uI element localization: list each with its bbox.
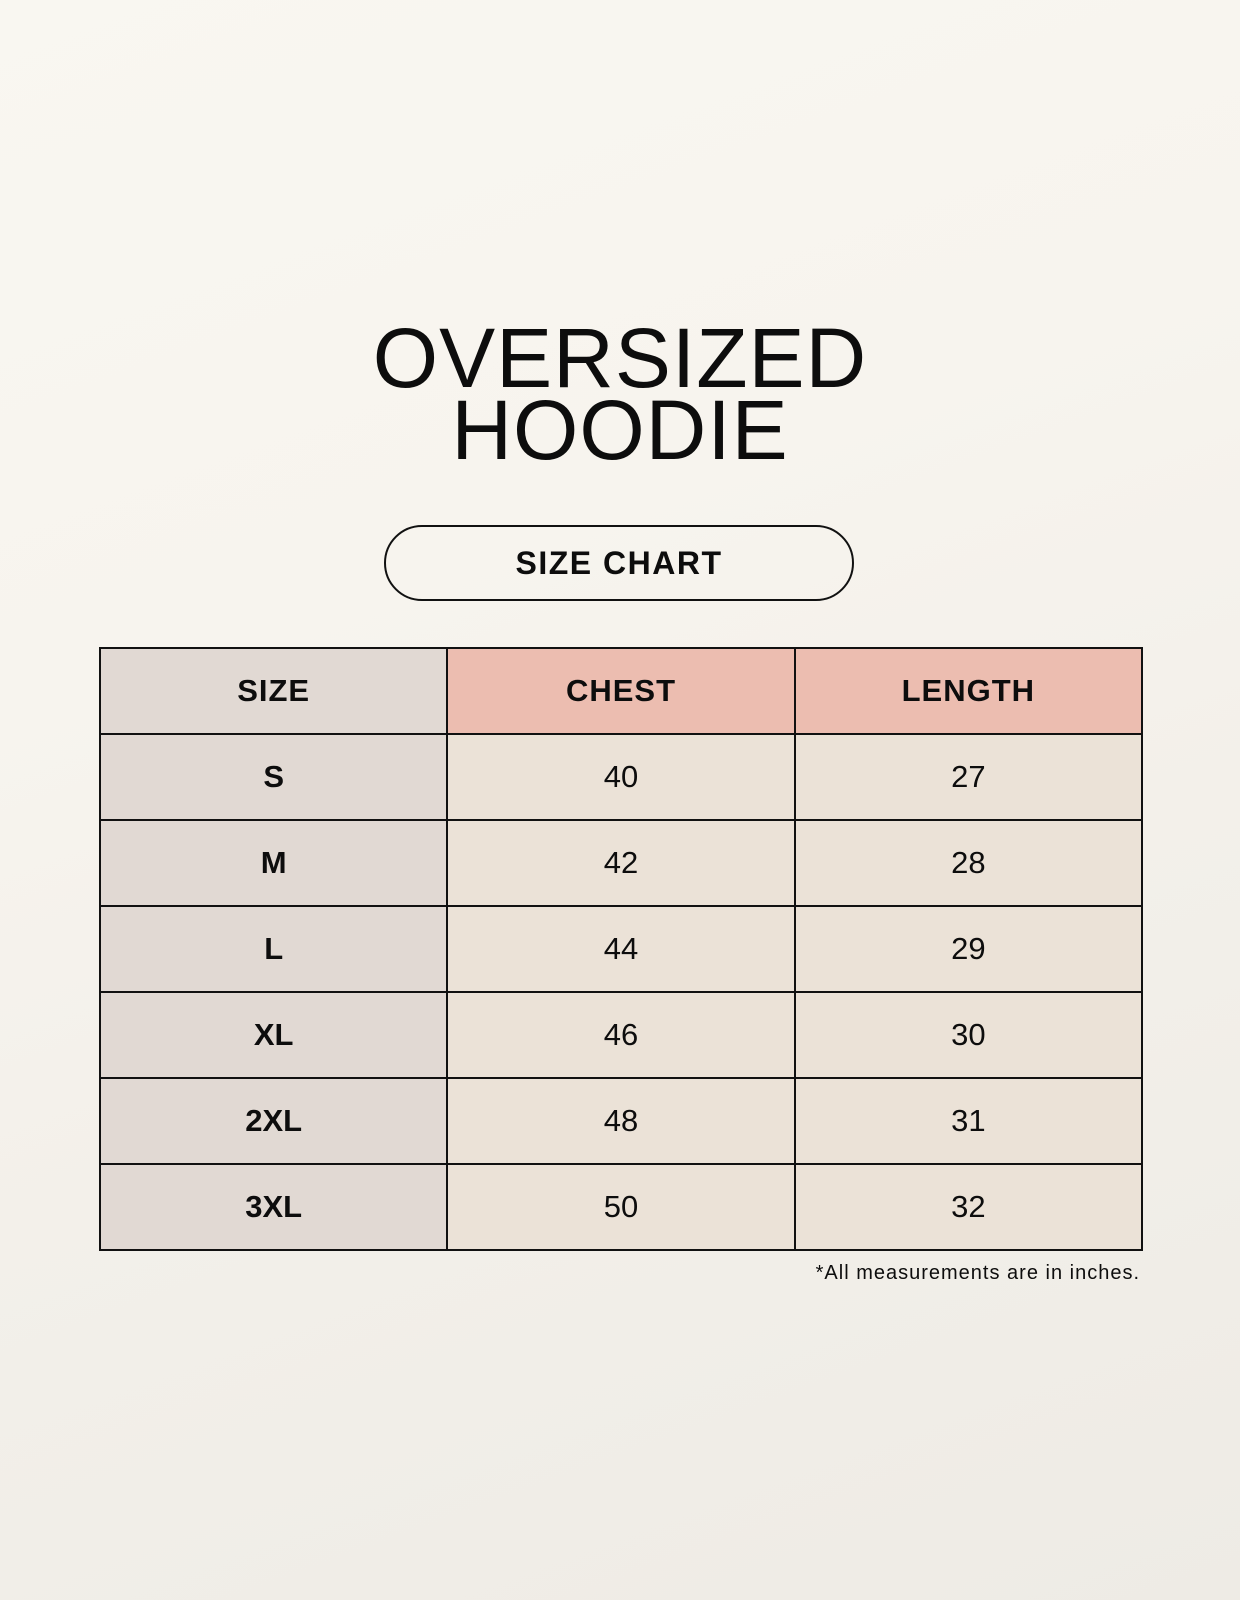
page-title: OVERSIZED HOODIE (0, 311, 1240, 477)
cell-chest: 46 (446, 991, 796, 1079)
title-line-2: HOODIE (451, 383, 789, 477)
size-chart-label: SIZE CHART (384, 525, 854, 601)
cell-chest: 40 (446, 733, 796, 821)
table-row: M 42 28 (98, 819, 1144, 907)
cell-size: XL (98, 991, 449, 1079)
header-length: LENGTH (793, 647, 1144, 735)
cell-chest: 44 (446, 905, 796, 993)
cell-chest: 42 (446, 819, 796, 907)
cell-size: L (98, 905, 449, 993)
header-chest: CHEST (446, 647, 796, 735)
header-size: SIZE (98, 647, 449, 735)
cell-size: S (98, 733, 449, 821)
cell-size: 2XL (98, 1077, 449, 1165)
table-row: L 44 29 (98, 905, 1144, 993)
cell-length: 30 (793, 991, 1144, 1079)
cell-size: 3XL (98, 1163, 449, 1251)
table-header-row: SIZE CHEST LENGTH (98, 647, 1144, 735)
footnote: *All measurements are in inches. (815, 1262, 1140, 1284)
cell-length: 29 (793, 905, 1144, 993)
cell-length: 31 (793, 1077, 1144, 1165)
cell-chest: 50 (446, 1163, 796, 1251)
cell-size: M (98, 819, 449, 907)
table-row: 2XL 48 31 (98, 1077, 1144, 1165)
table-row: XL 46 30 (98, 991, 1144, 1079)
cell-chest: 48 (446, 1077, 796, 1165)
cell-length: 32 (793, 1163, 1144, 1251)
cell-length: 28 (793, 819, 1144, 907)
title-line-1: OVERSIZED (372, 311, 868, 405)
cell-length: 27 (793, 733, 1144, 821)
table-row: 3XL 50 32 (98, 1163, 1144, 1251)
table-row: S 40 27 (98, 733, 1144, 821)
size-table: SIZE CHEST LENGTH S 40 27 M 42 28 L 44 29 XL 46 30 2… (98, 647, 1144, 1251)
